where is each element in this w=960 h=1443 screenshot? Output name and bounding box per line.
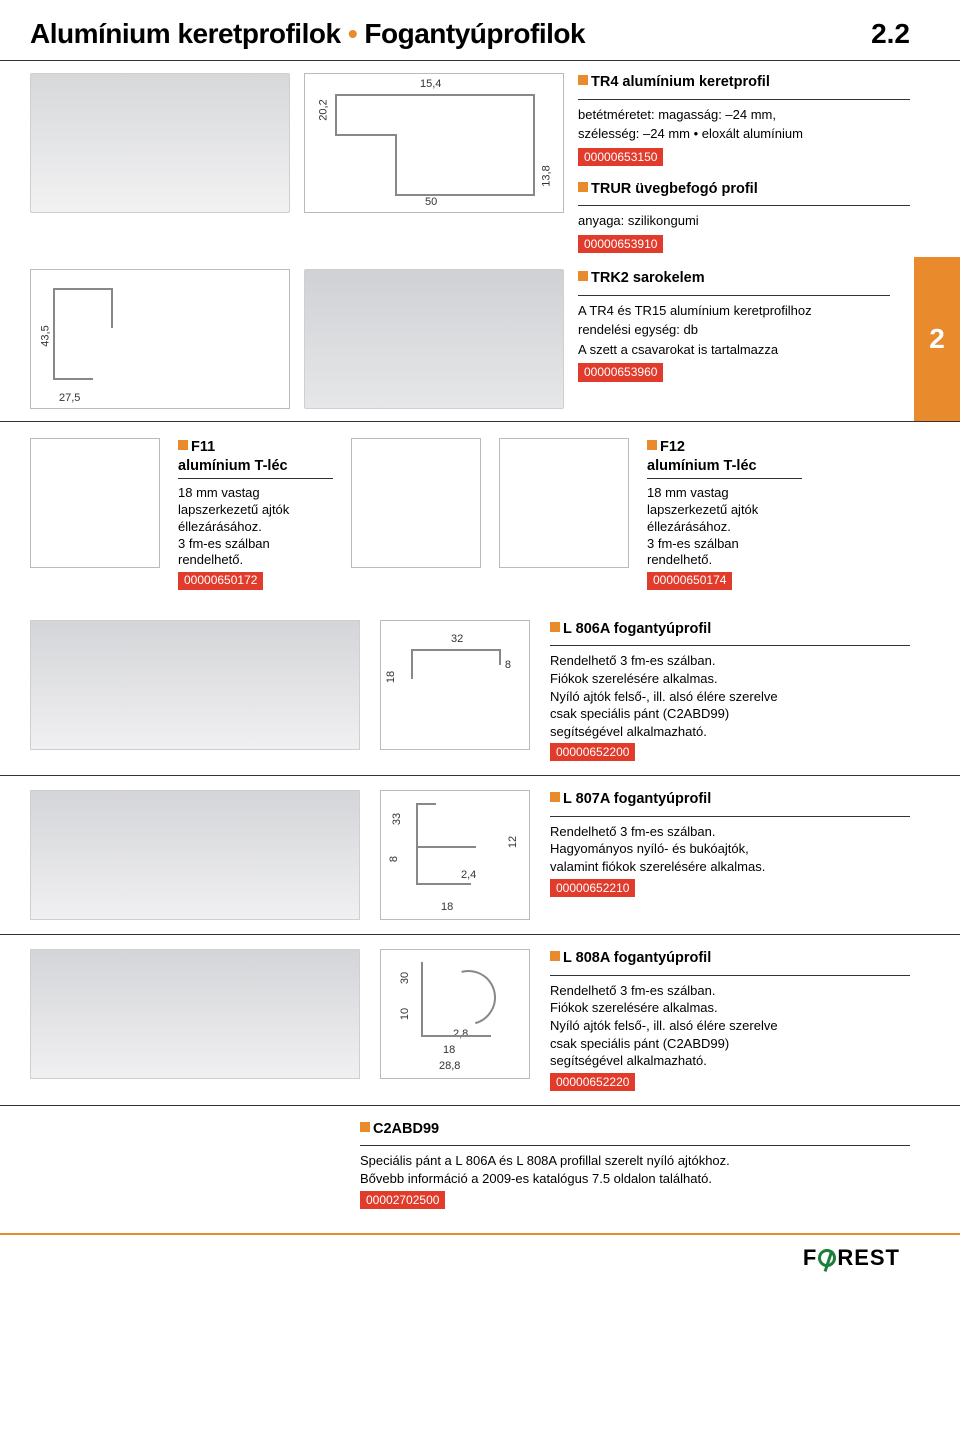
bullet-icon <box>550 951 560 961</box>
f11-f12-row: F11 alumínium T-léc 18 mm vastag lapszer… <box>0 422 960 606</box>
dim-tr4-wtop: 15,4 <box>420 78 441 90</box>
f11-spec: F11 alumínium T-léc 18 mm vastag lapszer… <box>178 438 333 590</box>
chapter-side-tab: 2 <box>914 257 960 421</box>
logo-text-b: REST <box>837 1245 900 1271</box>
l807-row: 33 8 18 2,4 12 L 807A fogantyúprofil Ren… <box>0 776 960 935</box>
dim-trk2-w: 27,5 <box>59 392 80 404</box>
title-part-b: Fogantyúprofilok <box>364 18 585 49</box>
l808-diagram: 30 10 2,8 18 28,8 <box>380 949 530 1079</box>
l806-row: 32 18 8 L 806A fogantyúprofil Rendelhető… <box>0 606 960 776</box>
trk2-spec: TRK2 sarokelem A TR4 és TR15 alumínium k… <box>578 269 890 409</box>
l808-photo <box>30 949 360 1079</box>
tr4-row: 15,4 20,2 50 13,8 TR4 alumínium keretpro… <box>0 61 960 257</box>
trk2-line1: A TR4 és TR15 alumínium keretprofilhoz <box>578 302 890 320</box>
bullet-icon <box>550 622 560 632</box>
tr4-title: TR4 alumínium keretprofil <box>578 73 910 93</box>
c2abd99-code: 00002702500 <box>360 1191 445 1209</box>
f11-title: F11 <box>178 438 333 457</box>
dim-tr4-wbot: 50 <box>425 196 437 208</box>
section-number: 2.2 <box>871 18 910 50</box>
trk2-photo <box>304 269 564 409</box>
bullet-icon <box>360 1122 370 1132</box>
bullet-icon <box>578 271 588 281</box>
tr4-line2: szélesség: –24 mm • eloxált alumínium <box>578 125 910 143</box>
bullet-icon <box>178 440 188 450</box>
bullet-icon <box>647 440 657 450</box>
forest-logo: F REST <box>803 1245 900 1271</box>
trk2-title: TRK2 sarokelem <box>578 269 890 289</box>
chapter-side-number: 2 <box>929 323 945 355</box>
trk2-code: 00000653960 <box>578 363 663 381</box>
f11-diagram <box>30 438 160 568</box>
f12-title: F12 <box>647 438 802 457</box>
l807-code: 00000652210 <box>550 879 635 897</box>
c2abd99-title: C2ABD99 <box>360 1120 910 1140</box>
title-separator-dot: • <box>348 18 357 49</box>
trk2-row: 43,5 27,5 TRK2 sarokelem A TR4 és TR15 a… <box>0 257 960 422</box>
tr4-photo <box>30 73 290 213</box>
l808-row: 30 10 2,8 18 28,8 L 808A fogantyúprofil … <box>0 935 960 1105</box>
trur-title: TRUR üvegbefogó profil <box>578 180 910 200</box>
page-title: Alumínium keretprofilok • Fogantyúprofil… <box>30 18 585 50</box>
catalog-page: Alumínium keretprofilok • Fogantyúprofil… <box>0 0 960 1291</box>
l806-spec: L 806A fogantyúprofil Rendelhető 3 fm-es… <box>550 620 910 761</box>
dim-tr4-hright: 13,8 <box>540 165 552 186</box>
f12-subtitle: alumínium T-léc <box>647 457 802 476</box>
f12-spec: F12 alumínium T-léc 18 mm vastag lapszer… <box>647 438 802 590</box>
f11-code: 00000650172 <box>178 572 263 590</box>
title-part-a: Alumínium keretprofilok <box>30 18 341 49</box>
f12-code: 00000650174 <box>647 572 732 590</box>
f11-subtitle: alumínium T-léc <box>178 457 333 476</box>
l807-spec: L 807A fogantyúprofil Rendelhető 3 fm-es… <box>550 790 910 896</box>
f12-diagram-b <box>499 438 629 568</box>
l808-spec: L 808A fogantyúprofil Rendelhető 3 fm-es… <box>550 949 910 1090</box>
trk2-diagram: 43,5 27,5 <box>30 269 290 409</box>
l806-diagram: 32 18 8 <box>380 620 530 750</box>
bullet-icon <box>578 75 588 85</box>
trur-code: 00000653910 <box>578 235 663 253</box>
f12-diagram-a <box>351 438 481 568</box>
l806-photo <box>30 620 360 750</box>
tr4-line1: betétméretet: magasság: –24 mm, <box>578 106 910 124</box>
l806-title: L 806A fogantyúprofil <box>550 620 910 640</box>
l806-code: 00000652200 <box>550 743 635 761</box>
bullet-icon <box>550 792 560 802</box>
dim-trk2-h: 43,5 <box>40 325 52 346</box>
tr4-code: 00000653150 <box>578 148 663 166</box>
l807-diagram: 33 8 18 2,4 12 <box>380 790 530 920</box>
trk2-line2: rendelési egység: db <box>578 321 890 339</box>
trur-line1: anyaga: szilikongumi <box>578 212 910 230</box>
l808-code: 00000652220 <box>550 1073 635 1091</box>
l807-title: L 807A fogantyúprofil <box>550 790 910 810</box>
bullet-icon <box>578 182 588 192</box>
page-footer: F REST <box>0 1233 960 1271</box>
tr4-diagram: 15,4 20,2 50 13,8 <box>304 73 564 213</box>
l808-title: L 808A fogantyúprofil <box>550 949 910 969</box>
tr4-spec: TR4 alumínium keretprofil betétméretet: … <box>578 73 910 253</box>
l807-photo <box>30 790 360 920</box>
logo-o-icon <box>818 1249 836 1267</box>
trk2-line3: A szett a csavarokat is tartalmazza <box>578 341 890 359</box>
logo-text-a: F <box>803 1245 817 1271</box>
c2abd99-row: C2ABD99 Speciális pánt a L 806A és L 808… <box>0 1106 960 1223</box>
dim-tr4-hleft: 20,2 <box>318 99 330 120</box>
page-header: Alumínium keretprofilok • Fogantyúprofil… <box>0 0 960 61</box>
